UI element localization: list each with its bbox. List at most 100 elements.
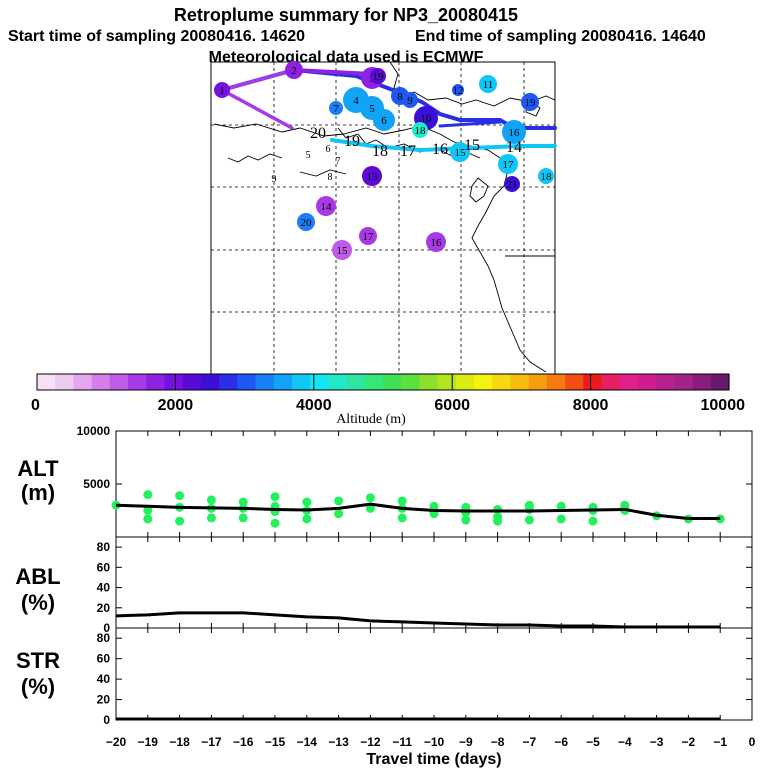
x-tick-label: −5 <box>586 735 600 749</box>
trajectory-label: 8 <box>328 172 333 183</box>
x-tick-label: −19 <box>138 735 159 749</box>
x-tick-label: −10 <box>424 735 445 749</box>
colorbar-segment <box>492 374 512 390</box>
colorbar-tick-label: 4000 <box>296 397 332 414</box>
scatter-point <box>429 501 439 511</box>
map-marker-label: 17 <box>503 159 515 171</box>
map-marker-label: 16 <box>431 237 443 249</box>
map-marker-label: 10 <box>421 113 433 125</box>
y-tick-label: 0 <box>103 621 110 635</box>
trajectory-label: 9 <box>272 174 277 185</box>
map-panel: 1234567891011121314151617181920211516171… <box>210 61 557 375</box>
scatter-point <box>270 492 280 502</box>
x-tick-label: −20 <box>106 735 127 749</box>
colorbar-segment <box>255 374 275 390</box>
map-marker-label: 16 <box>509 127 521 139</box>
map-marker-label: 7 <box>333 103 339 115</box>
map-marker <box>332 240 352 260</box>
y-tick-label: 20 <box>97 693 111 707</box>
panel-1: ALT(m) 5000 10000 <box>17 424 753 538</box>
map-marker-label: 19 <box>525 97 537 109</box>
panel-label: STR <box>16 648 60 673</box>
colorbar-segment <box>601 374 621 390</box>
colorbar-segment <box>619 374 639 390</box>
colorbar-segment <box>128 374 147 390</box>
trajectory-label: 17 <box>400 143 416 160</box>
x-tick-label: −1 <box>713 735 727 749</box>
scatter-point <box>238 497 248 507</box>
map-marker <box>359 227 377 245</box>
colorbar-segment <box>583 374 603 390</box>
colorbar-segment <box>200 374 220 390</box>
colorbar-label: Altitude (m) <box>336 412 406 427</box>
y-tick-label: 10000 <box>77 424 111 438</box>
map-marker-label: 15 <box>337 245 349 257</box>
x-tick-label: −11 <box>392 735 412 749</box>
colorbar-segment <box>73 374 93 390</box>
map-marker-label: 1 <box>219 85 225 97</box>
trajectory-label: 14 <box>506 139 522 156</box>
colorbar: 0 2000 4000 6000 8000 10000 Altitude (m) <box>31 373 746 427</box>
map-marker-label: 14 <box>321 201 333 213</box>
map-grid <box>211 62 555 374</box>
colorbar-segment <box>237 374 257 390</box>
map-marker <box>412 122 428 138</box>
colorbar-tick-label: 2000 <box>158 397 194 414</box>
scatter-point <box>493 516 503 526</box>
colorbar-segment <box>474 374 493 390</box>
y-tick-label: 80 <box>97 631 111 645</box>
colorbar-segment <box>455 374 475 390</box>
scatter-point <box>302 514 312 524</box>
map-marker <box>538 168 554 184</box>
panel-frame <box>115 627 753 721</box>
scatter-point <box>556 514 566 524</box>
scatter-point <box>334 496 344 506</box>
y-tick-label: 60 <box>97 560 111 574</box>
scatter-point <box>365 493 375 503</box>
colorbar-segment <box>528 374 548 390</box>
scatter-point <box>556 501 566 511</box>
y-tick-label: 40 <box>97 581 111 595</box>
scatter-point <box>175 491 185 501</box>
x-tick-label: 0 <box>749 735 756 749</box>
colorbar-frame <box>36 373 730 391</box>
trajectory-label: 15 <box>464 137 480 154</box>
map-marker-label: 6 <box>381 115 387 127</box>
colorbar-segment <box>546 374 566 390</box>
scatter-point <box>461 515 471 525</box>
x-tick-label: −15 <box>265 735 286 749</box>
colorbar-segment <box>91 374 111 390</box>
series-line <box>115 502 721 520</box>
x-tick-label: −12 <box>360 735 381 749</box>
colorbar-segment <box>310 374 329 390</box>
y-tick-label: 40 <box>97 672 111 686</box>
colorbar-tick-label: 0 <box>31 397 40 414</box>
colorbar-segment <box>219 374 238 390</box>
colorbar-segment <box>328 374 348 390</box>
map-marker-label: 2 <box>291 65 297 77</box>
map-marker <box>479 75 497 93</box>
time-series-panels: ALT(m) 500010000ABL(%)020406080STR(%)0204… <box>15 424 755 768</box>
trajectory-label: 20 <box>310 125 326 142</box>
map-marker <box>504 176 520 192</box>
y-tick-label: 80 <box>97 540 111 554</box>
scatter-point <box>143 490 153 500</box>
map-marker-label: 17 <box>363 231 375 243</box>
colorbar-tick-label: 10000 <box>701 397 746 414</box>
map-marker <box>402 92 418 108</box>
map-marker <box>521 93 539 111</box>
panel-label: ALT <box>17 456 59 481</box>
map-marker-label: 12 <box>453 85 464 97</box>
map-marker-label: 8 <box>397 91 403 103</box>
x-tick-label: −14 <box>297 735 318 749</box>
colorbar-segment <box>364 374 384 390</box>
colorbar-segment <box>674 374 694 390</box>
scatter-point <box>143 506 153 515</box>
trajectory-label: 5 <box>306 150 311 161</box>
scatter-point <box>524 504 534 514</box>
colorbar-segment <box>710 374 730 390</box>
panel-2: ABL(%) 0 20 40 60 80 <box>15 536 753 635</box>
x-tick-label: −2 <box>682 735 696 749</box>
colorbar-segment <box>692 374 712 390</box>
x-tick-label: −13 <box>328 735 349 749</box>
